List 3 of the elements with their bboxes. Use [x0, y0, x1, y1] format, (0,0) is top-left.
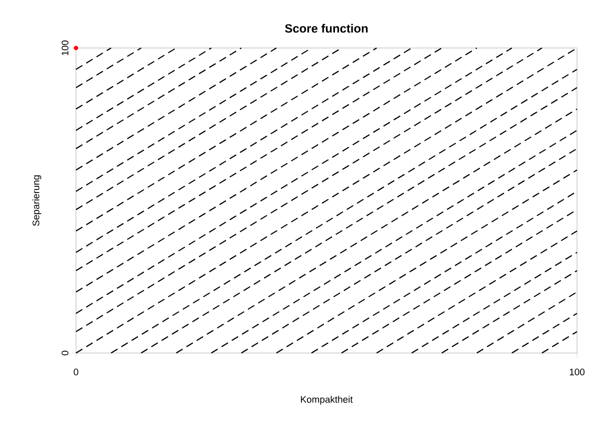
chart-title: Score function: [285, 24, 368, 33]
y-axis-title: Separierung: [32, 175, 42, 226]
x-axis-title: Kompaktheit: [300, 396, 353, 405]
